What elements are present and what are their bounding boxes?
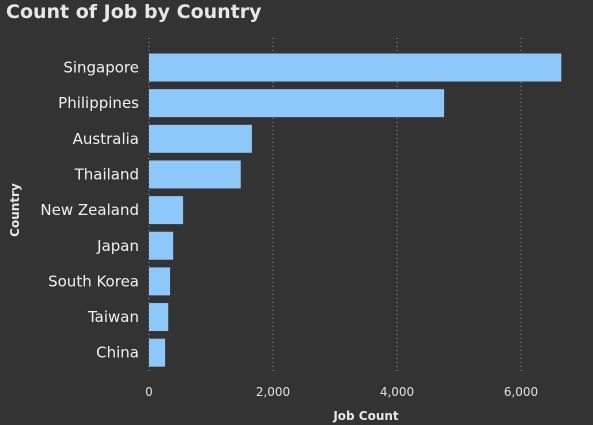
category-label: Singapore	[63, 59, 139, 77]
bar-philippines[interactable]	[149, 89, 444, 117]
category-label: Taiwan	[87, 308, 139, 326]
bar-taiwan[interactable]	[149, 303, 168, 331]
category-label: Thailand	[74, 165, 139, 183]
bars	[149, 54, 561, 367]
category-label: New Zealand	[40, 201, 139, 219]
category-labels: Singapore Philippines Australia Thailand New…	[40, 59, 139, 362]
bar-china[interactable]	[149, 339, 165, 367]
grid-lines	[149, 38, 521, 372]
x-tick-label: 4,000	[380, 385, 414, 399]
category-label: South Korea	[48, 272, 139, 290]
category-label: China	[96, 344, 139, 362]
x-tick-labels: 0 2,000 4,000 6,000	[145, 385, 538, 399]
category-label: Japan	[96, 237, 139, 255]
y-axis-title: Country	[8, 183, 22, 237]
x-axis-title: Job Count	[332, 409, 399, 423]
bar-new-zealand[interactable]	[149, 196, 183, 224]
bar-japan[interactable]	[149, 232, 173, 260]
bar-australia[interactable]	[149, 125, 252, 153]
category-label: Philippines	[58, 94, 139, 112]
x-tick-label: 6,000	[504, 385, 538, 399]
x-tick-label: 2,000	[256, 385, 290, 399]
bar-south-korea[interactable]	[149, 267, 170, 295]
x-tick-label: 0	[145, 385, 153, 399]
category-label: Australia	[73, 130, 139, 148]
bar-singapore[interactable]	[149, 54, 561, 82]
bar-thailand[interactable]	[149, 160, 241, 188]
